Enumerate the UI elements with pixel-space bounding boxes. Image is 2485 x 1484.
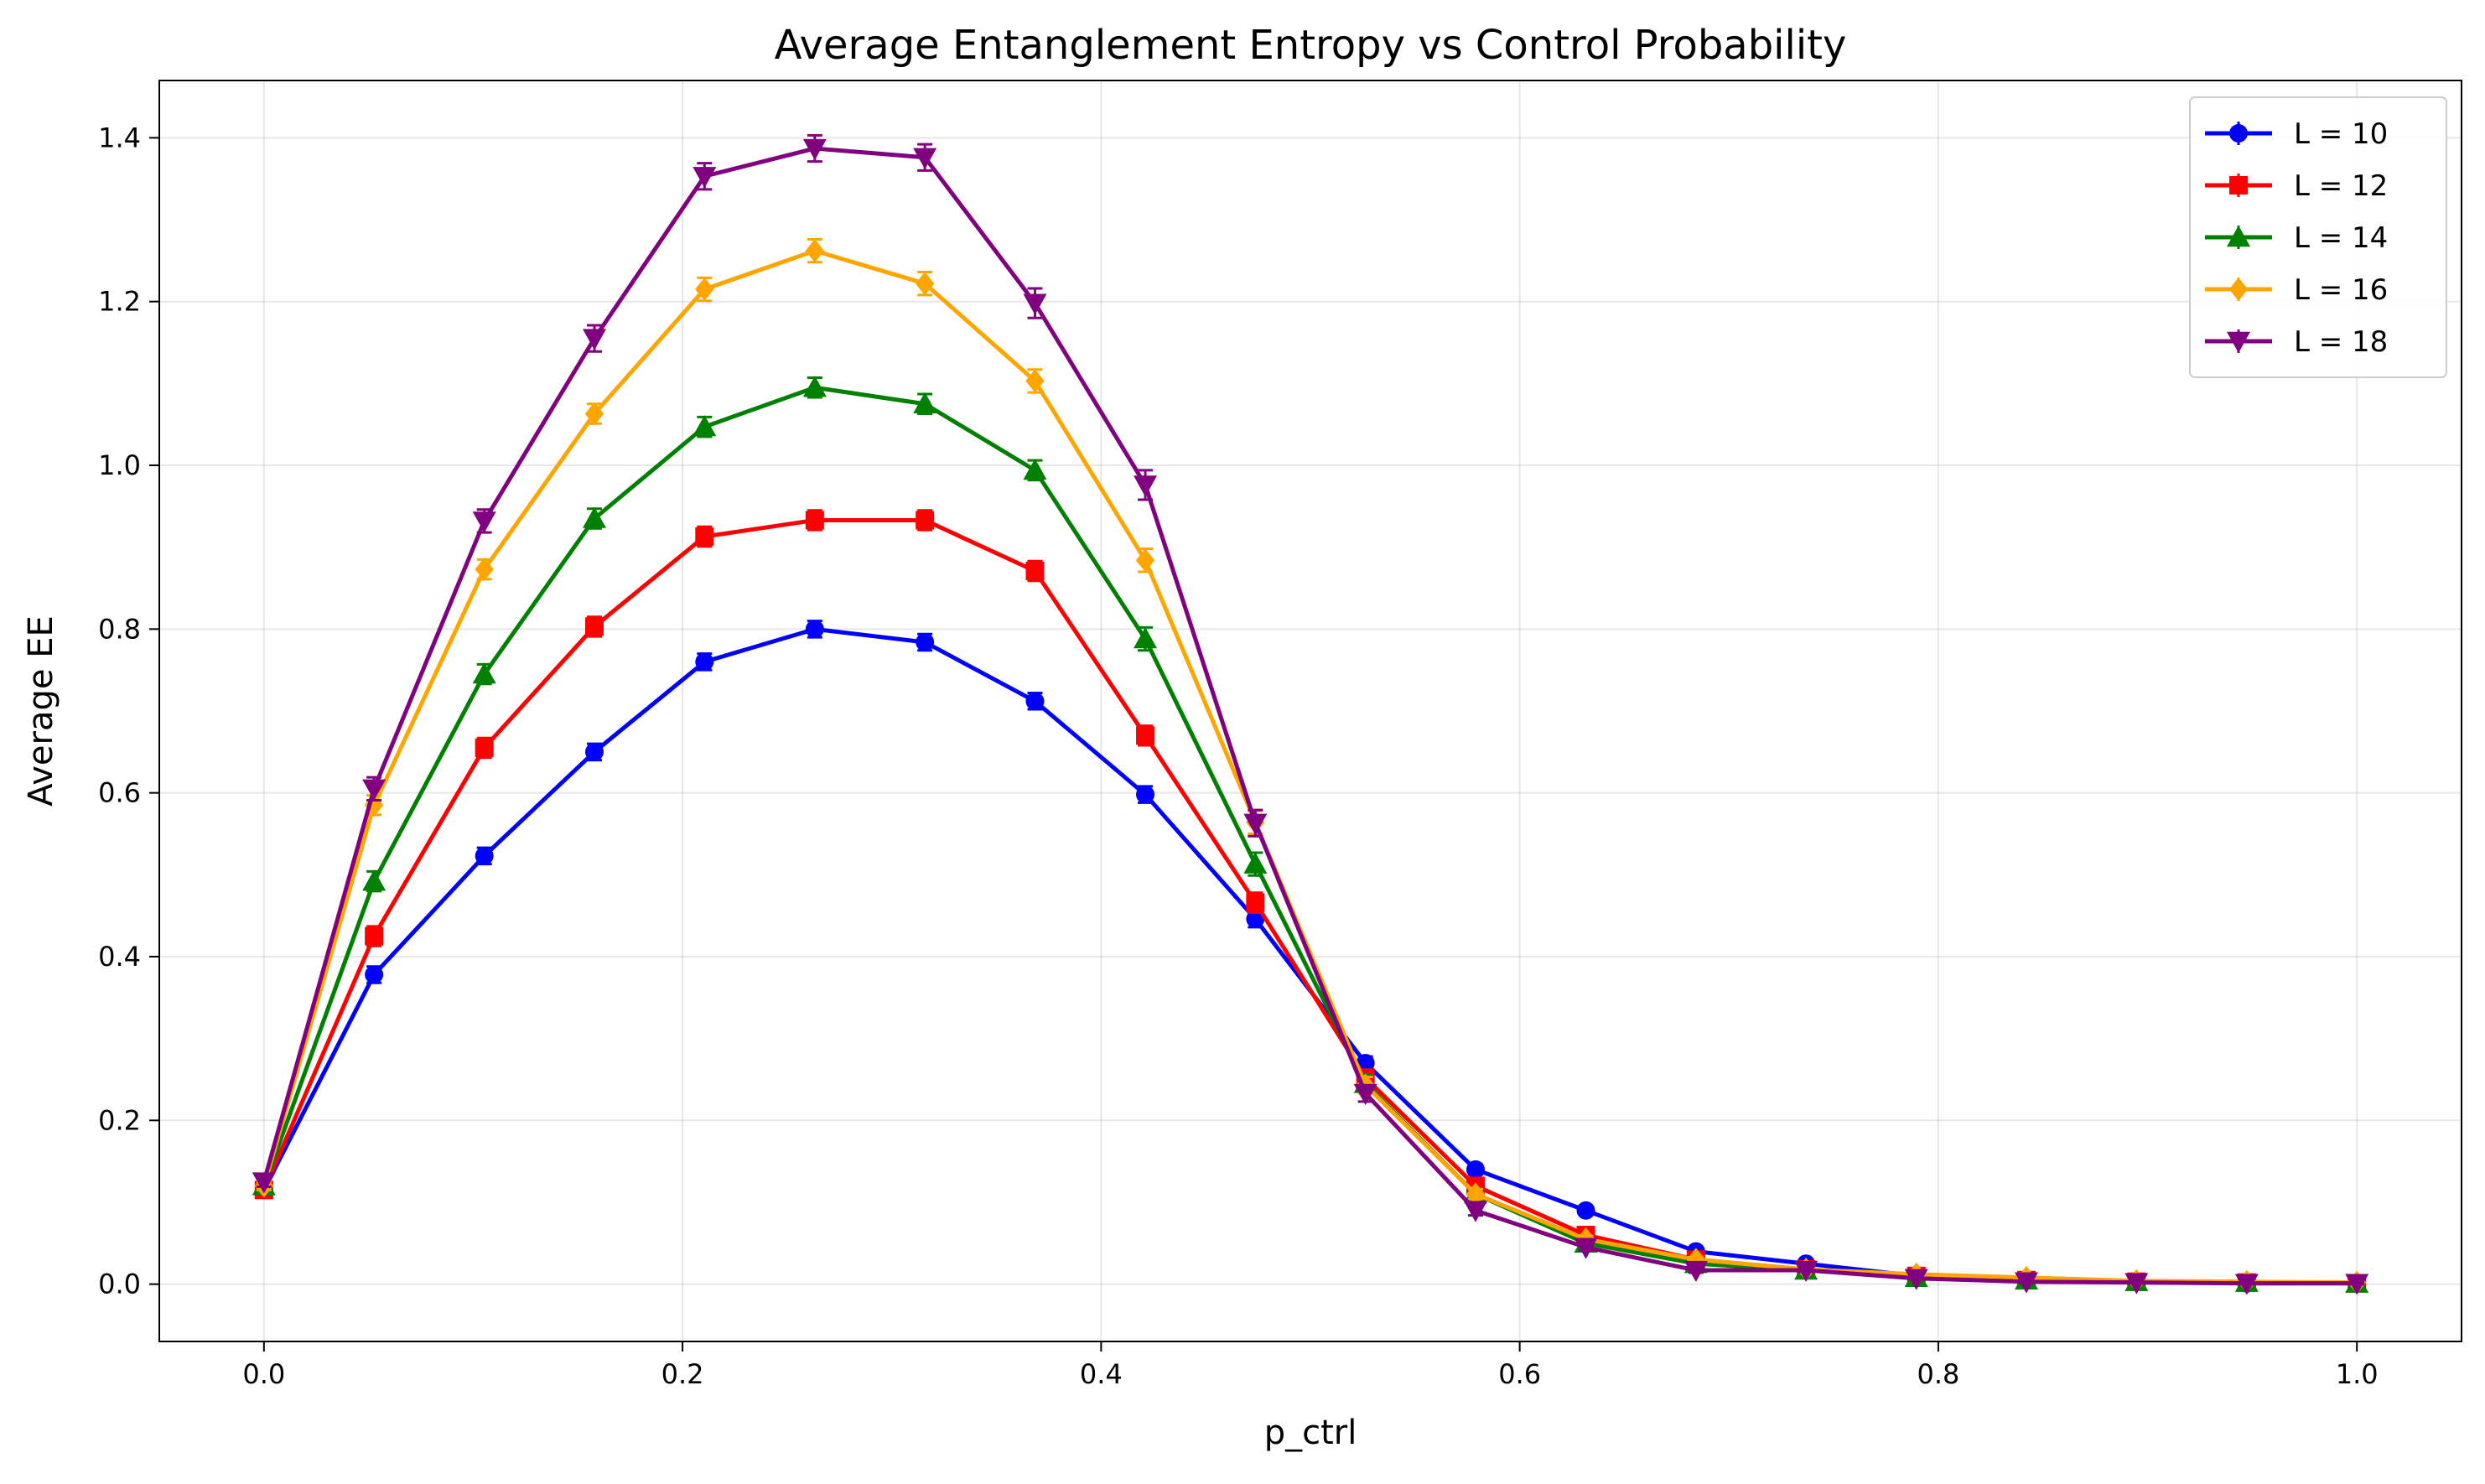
data-point xyxy=(582,329,606,350)
data-point xyxy=(913,392,937,413)
data-point xyxy=(915,272,935,296)
data-point xyxy=(2015,1272,2039,1294)
x-tick-label: 1.0 xyxy=(2336,1358,2379,1390)
chart-title: Average Entanglement Entropy vs Control … xyxy=(775,22,1847,69)
data-point xyxy=(805,620,824,639)
data-point xyxy=(252,1172,276,1194)
data-point xyxy=(362,779,386,801)
x-tick-label: 0.2 xyxy=(661,1358,704,1390)
data-point xyxy=(475,846,494,865)
data-point xyxy=(1136,726,1155,745)
data-point xyxy=(802,376,827,397)
data-point xyxy=(1136,785,1155,804)
data-point xyxy=(1576,1201,1595,1220)
data-point xyxy=(1134,475,1158,497)
data-point xyxy=(1246,910,1265,929)
data-point xyxy=(582,506,606,528)
x-axis-title: p_ctrl xyxy=(1264,1414,1357,1452)
data-point xyxy=(475,738,494,757)
data-point xyxy=(805,511,824,530)
data-point xyxy=(1025,561,1045,580)
legend-label: L = 14 xyxy=(2294,221,2388,255)
y-tick-label: 1.0 xyxy=(98,449,141,481)
x-tick-label: 0.6 xyxy=(1498,1358,1541,1390)
series-l-18 xyxy=(252,133,2369,1295)
legend-label: L = 10 xyxy=(2294,117,2388,151)
y-tick-label: 1.4 xyxy=(98,122,141,153)
data-point xyxy=(1025,369,1045,393)
data-point xyxy=(584,617,604,636)
data-point xyxy=(362,869,386,891)
legend-entry: L = 10 xyxy=(2205,117,2388,151)
y-tick-label: 1.2 xyxy=(98,286,141,318)
y-tick-label: 0.2 xyxy=(98,1104,141,1136)
data-point xyxy=(1134,627,1158,649)
plot-frame xyxy=(158,80,2462,1342)
data-point xyxy=(365,926,384,946)
data-point xyxy=(2345,1274,2369,1295)
x-tick-label: 0.8 xyxy=(1917,1358,1959,1390)
legend-box xyxy=(2189,96,2447,378)
legend-marker xyxy=(2229,176,2248,195)
legend-entry: L = 16 xyxy=(2205,273,2388,307)
legend-marker xyxy=(2227,226,2250,247)
y-tick-label: 0.8 xyxy=(98,613,141,645)
legend-label: L = 12 xyxy=(2294,169,2388,203)
legend-marker xyxy=(2227,331,2250,353)
data-point xyxy=(1023,458,1047,480)
data-point xyxy=(695,527,714,546)
data-point xyxy=(693,415,717,437)
legend-label: L = 18 xyxy=(2294,325,2388,359)
data-point xyxy=(365,965,384,984)
data-point xyxy=(472,662,496,684)
data-point xyxy=(695,652,714,672)
legend-marker xyxy=(2229,124,2248,143)
data-point xyxy=(1353,1083,1377,1106)
y-axis-title: Average EE xyxy=(22,615,60,807)
data-point xyxy=(584,742,604,761)
y-tick-label: 0.4 xyxy=(98,941,141,973)
data-point xyxy=(1025,692,1045,711)
legend-label: L = 16 xyxy=(2294,273,2388,307)
y-tick-label: 0.0 xyxy=(98,1269,141,1300)
data-point xyxy=(916,511,935,530)
data-point xyxy=(695,278,714,302)
data-point xyxy=(1574,1238,1598,1259)
data-point xyxy=(1466,1182,1486,1206)
legend: L = 10 L = 12 L = 14 L = 16 L = 18 xyxy=(2189,96,2447,378)
data-point xyxy=(1243,813,1268,835)
x-tick-label: 0.4 xyxy=(1080,1358,1123,1390)
data-point xyxy=(693,167,717,189)
data-point xyxy=(584,402,604,426)
data-point xyxy=(805,239,825,263)
y-tick-label: 0.6 xyxy=(98,777,141,809)
x-tick-label: 0.0 xyxy=(242,1358,285,1390)
data-point xyxy=(1904,1269,1928,1290)
data-point xyxy=(472,511,496,533)
data-point xyxy=(913,148,937,169)
data-point xyxy=(1246,893,1265,912)
data-point xyxy=(475,558,494,582)
axis-ticks: 0.0 0.2 0.4 0.6 0.8 1.0 0.0 0.2 0.4 0.6 0.8 1.0 1.2 1… xyxy=(98,122,2379,1390)
legend-entry: L = 18 xyxy=(2205,325,2388,359)
data-point xyxy=(1466,1160,1485,1179)
data-point xyxy=(1683,1260,1708,1283)
series-layer xyxy=(252,133,2369,1295)
legend-entry: L = 12 xyxy=(2205,169,2388,203)
series-line xyxy=(262,146,2358,1286)
legend-marker xyxy=(2228,278,2249,301)
data-point xyxy=(2124,1273,2149,1295)
data-point xyxy=(802,138,827,161)
data-point xyxy=(1463,1201,1487,1222)
legend-entry: L = 14 xyxy=(2205,221,2388,255)
data-point xyxy=(1135,548,1155,573)
data-point xyxy=(1243,852,1268,874)
data-point xyxy=(1794,1260,1818,1283)
data-point xyxy=(1023,293,1047,315)
data-point xyxy=(916,632,935,651)
data-point xyxy=(2234,1274,2259,1295)
